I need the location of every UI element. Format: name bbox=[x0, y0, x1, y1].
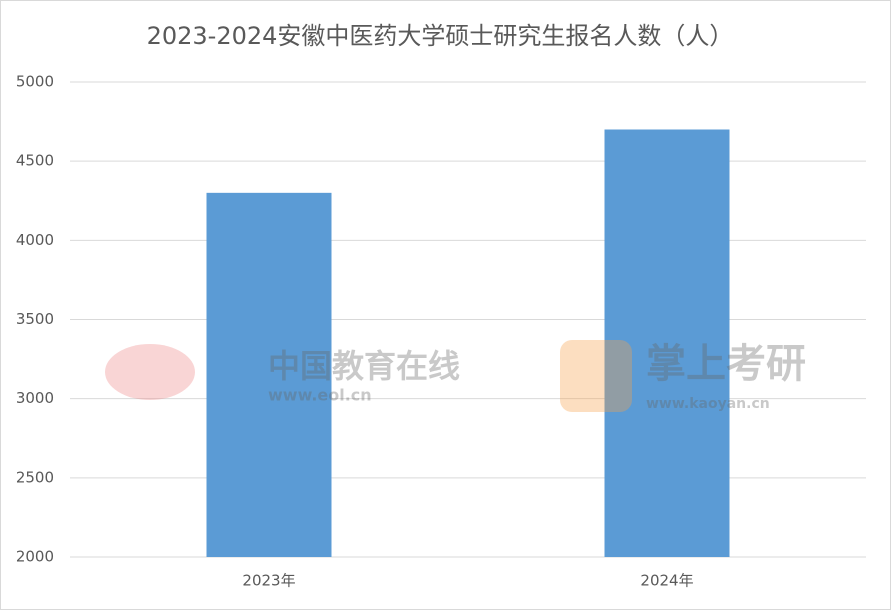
y-tick-label: 3500 bbox=[16, 310, 54, 328]
y-tick-label: 4500 bbox=[16, 152, 54, 170]
bar bbox=[604, 129, 730, 557]
y-tick-label: 2500 bbox=[16, 468, 54, 486]
watermark-logo bbox=[560, 340, 632, 412]
y-tick-label: 5000 bbox=[16, 73, 54, 91]
chart-title: 2023-2024安徽中医药大学硕士研究生报名人数（人） bbox=[147, 22, 734, 50]
watermark-logo bbox=[105, 344, 195, 400]
watermark-text: 掌上考研 bbox=[646, 341, 806, 387]
y-tick-label: 2000 bbox=[16, 548, 54, 566]
x-tick-label: 2024年 bbox=[640, 572, 693, 590]
y-tick-label: 4000 bbox=[16, 231, 54, 249]
watermark-text: www.eol.cn bbox=[268, 386, 372, 405]
x-tick-label: 2023年 bbox=[242, 572, 295, 590]
bar bbox=[206, 192, 332, 558]
watermark-text: www.kaoyan.cn bbox=[646, 396, 770, 412]
y-tick-label: 3000 bbox=[16, 389, 54, 407]
watermark-text: 中国教育在线 bbox=[268, 347, 460, 385]
